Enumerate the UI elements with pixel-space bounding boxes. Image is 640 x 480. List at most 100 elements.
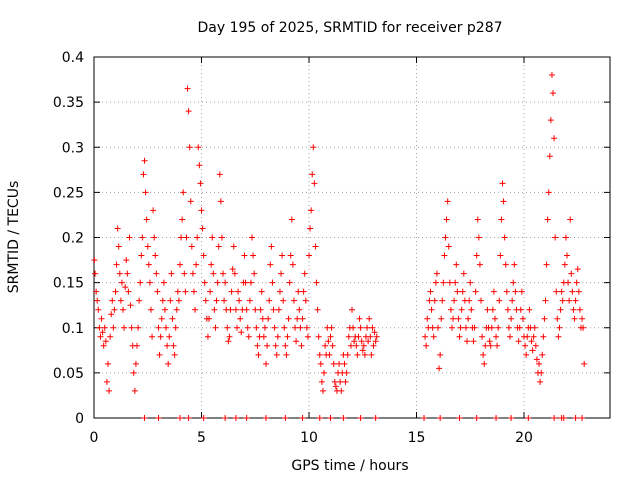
data-point	[472, 288, 479, 295]
data-point	[265, 315, 272, 322]
data-point	[511, 261, 518, 268]
data-point	[489, 306, 496, 313]
data-point	[557, 306, 564, 313]
data-point	[370, 342, 377, 349]
data-point	[208, 261, 215, 268]
data-point	[117, 297, 124, 304]
data-point	[131, 387, 138, 394]
data-point	[496, 297, 503, 304]
data-point	[431, 297, 438, 304]
data-point	[554, 315, 561, 322]
data-point	[579, 315, 586, 322]
data-point	[471, 324, 478, 331]
y-tick-label: 0.1	[62, 321, 84, 337]
data-point	[315, 333, 322, 340]
data-point	[177, 261, 183, 268]
data-point	[214, 279, 221, 286]
data-point	[128, 324, 135, 331]
data-point	[158, 315, 165, 322]
data-point	[529, 347, 536, 354]
data-point	[544, 216, 551, 223]
data-point	[446, 279, 453, 286]
data-point	[437, 351, 444, 358]
data-point	[336, 360, 343, 367]
data-point	[215, 243, 222, 250]
data-point	[180, 189, 187, 196]
x-tick-labels: 0 5 10 15 20	[90, 430, 533, 446]
data-point	[560, 415, 567, 421]
data-point	[351, 338, 358, 345]
data-point	[173, 306, 180, 313]
data-point	[236, 297, 243, 304]
data-point	[115, 243, 122, 250]
data-point	[146, 279, 153, 286]
data-point	[572, 297, 579, 304]
data-point	[155, 415, 162, 421]
data-point	[243, 306, 250, 313]
data-point	[453, 261, 460, 268]
data-point	[113, 261, 120, 268]
data-point	[261, 324, 268, 331]
data-point	[140, 171, 147, 178]
data-point	[358, 338, 365, 345]
data-point	[474, 216, 481, 223]
data-point	[430, 333, 437, 340]
data-point	[283, 351, 290, 358]
y-tick-label: 0.15	[53, 276, 84, 292]
data-point	[226, 333, 233, 340]
data-point	[160, 279, 167, 286]
data-point	[123, 257, 130, 264]
data-point	[493, 415, 500, 421]
data-point	[526, 306, 533, 313]
data-point	[165, 360, 172, 367]
data-point	[567, 216, 574, 223]
data-point	[579, 415, 586, 421]
data-point	[170, 342, 177, 349]
data-point	[228, 288, 235, 295]
data-point	[271, 324, 278, 331]
data-points	[91, 72, 588, 421]
data-point	[482, 342, 489, 349]
data-point	[110, 324, 117, 331]
y-tick-label: 0.3	[62, 140, 84, 156]
y-axis-label: SRMTID / TECUs	[6, 181, 22, 294]
data-point	[452, 279, 459, 286]
grid-lines	[94, 57, 610, 418]
data-point	[517, 306, 524, 313]
data-point	[356, 315, 363, 322]
data-point	[196, 162, 203, 169]
data-point	[211, 306, 218, 313]
data-point	[189, 270, 196, 277]
data-point	[422, 333, 429, 340]
data-point	[230, 243, 237, 250]
data-point	[108, 311, 115, 318]
data-point	[580, 324, 587, 331]
data-point	[450, 315, 457, 322]
data-point	[473, 415, 480, 421]
data-point	[539, 351, 546, 358]
data-point	[282, 342, 289, 349]
data-point	[325, 338, 332, 345]
data-point	[570, 306, 577, 313]
data-point	[122, 284, 129, 291]
x-axis-label: GPS time / hours	[291, 458, 408, 474]
data-point	[201, 279, 208, 286]
data-point	[338, 387, 345, 394]
data-point	[177, 415, 183, 421]
data-point	[273, 351, 280, 358]
data-point	[473, 252, 480, 259]
data-point	[100, 342, 107, 349]
data-point	[198, 207, 205, 214]
data-point	[481, 360, 488, 367]
data-point	[183, 234, 190, 241]
data-point	[232, 306, 239, 313]
data-point	[272, 342, 279, 349]
data-point	[174, 288, 181, 295]
data-point	[143, 216, 150, 223]
data-point	[221, 297, 228, 304]
data-point	[518, 288, 525, 295]
data-point	[187, 198, 194, 205]
data-point	[194, 234, 201, 241]
data-point	[493, 333, 500, 340]
